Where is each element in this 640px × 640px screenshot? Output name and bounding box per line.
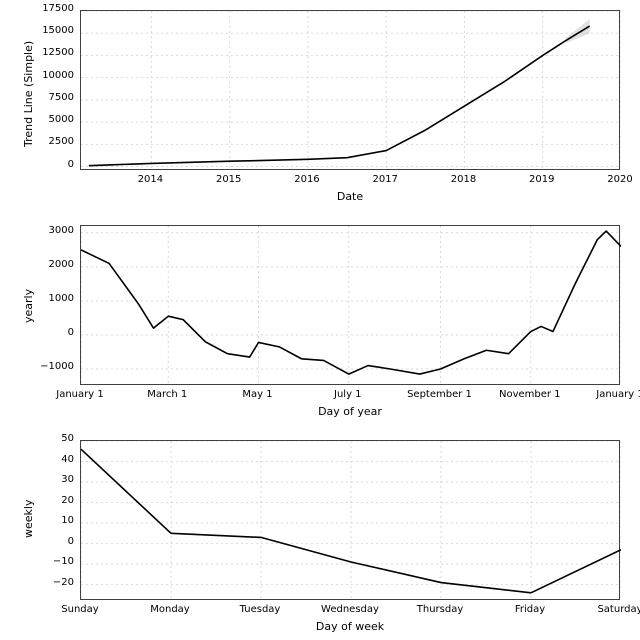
xtick-label: Friday <box>480 604 580 615</box>
ytick-label: 15000 <box>42 25 74 36</box>
ytick-label: 5000 <box>49 114 74 125</box>
xtick-label: Monday <box>120 604 220 615</box>
y-axis-label: yearly <box>22 289 35 323</box>
xtick-label: November 1 <box>480 389 580 400</box>
data-line <box>89 26 590 166</box>
xtick-label: January 1 <box>30 389 130 400</box>
ytick-label: 30 <box>61 474 74 485</box>
ytick-label: 10 <box>61 515 74 526</box>
xtick-label: Saturday <box>570 604 640 615</box>
ytick-label: 0 <box>68 327 74 338</box>
ytick-label: 1000 <box>49 293 74 304</box>
xtick-label: March 1 <box>117 389 217 400</box>
xtick-label: Tuesday <box>210 604 310 615</box>
xtick-label: Sunday <box>30 604 130 615</box>
ytick-label: 0 <box>68 536 74 547</box>
ytick-label: 17500 <box>42 3 74 14</box>
x-axis-label: Date <box>80 190 620 203</box>
plot-svg <box>81 11 621 171</box>
plot-area <box>80 225 620 385</box>
ytick-label: 7500 <box>49 92 74 103</box>
ytick-label: 0 <box>68 159 74 170</box>
x-axis-label: Day of year <box>80 405 620 418</box>
ytick-label: 10000 <box>42 70 74 81</box>
ytick-label: 50 <box>61 433 74 444</box>
figure: 2014201520162017201820192020025005000750… <box>0 0 640 640</box>
ytick-label: 40 <box>61 454 74 465</box>
plot-svg <box>81 226 621 386</box>
xtick-label: May 1 <box>208 389 308 400</box>
xtick-label: 2020 <box>570 174 640 185</box>
y-axis-label: Trend Line (Simple) <box>22 41 35 147</box>
xtick-label: Wednesday <box>300 604 400 615</box>
y-axis-label: weekly <box>22 500 35 538</box>
plot-area <box>80 440 620 600</box>
xtick-label: January 1 <box>570 389 640 400</box>
ytick-label: −10 <box>53 556 74 567</box>
plot-area <box>80 10 620 170</box>
uncertainty-band <box>566 19 589 43</box>
xtick-label: Thursday <box>390 604 490 615</box>
xtick-label: July 1 <box>298 389 398 400</box>
plot-svg <box>81 441 621 601</box>
data-line <box>81 231 621 374</box>
ytick-label: 3000 <box>49 225 74 236</box>
xtick-label: September 1 <box>390 389 490 400</box>
ytick-label: −1000 <box>40 361 74 372</box>
x-axis-label: Day of week <box>80 620 620 633</box>
ytick-label: 20 <box>61 495 74 506</box>
ytick-label: −20 <box>53 577 74 588</box>
ytick-label: 12500 <box>42 47 74 58</box>
ytick-label: 2500 <box>49 136 74 147</box>
ytick-label: 2000 <box>49 259 74 270</box>
